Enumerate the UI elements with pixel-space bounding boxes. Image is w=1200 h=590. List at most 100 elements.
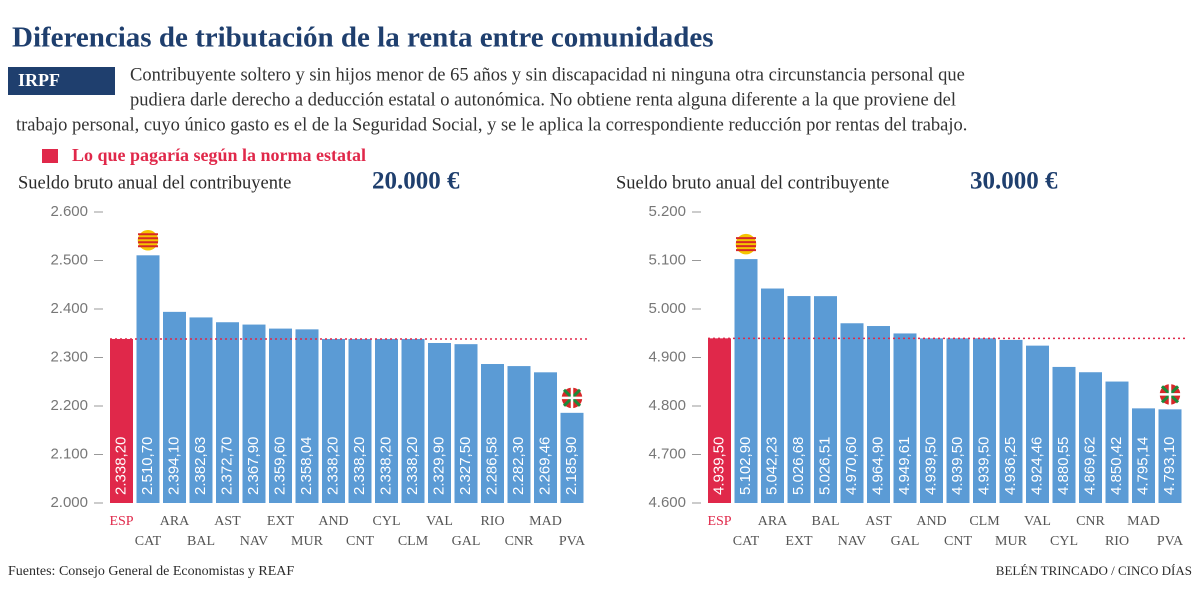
x-tick-label: ARA	[160, 514, 190, 529]
x-tick-label: EXT	[785, 534, 813, 549]
y-tick-label: 4.900	[648, 348, 686, 365]
bar	[481, 364, 504, 503]
bar	[269, 328, 292, 503]
bar	[946, 338, 970, 503]
x-tick-label: PVA	[559, 534, 586, 549]
x-tick-label: CLM	[398, 534, 429, 549]
bar	[1026, 345, 1049, 503]
bar	[734, 259, 758, 503]
x-tick-label: CYL	[1050, 534, 1078, 549]
y-tick-label: 4.600	[648, 494, 686, 511]
y-tick-label: 4.800	[648, 397, 686, 414]
bar	[814, 296, 837, 503]
value-label: 5.026,68	[790, 437, 807, 495]
bar	[893, 333, 917, 503]
value-label: 2.510,70	[139, 437, 156, 495]
value-label: 4.795,14	[1134, 437, 1151, 495]
salary: 20.000 €	[372, 168, 460, 195]
bar	[322, 338, 345, 503]
bar	[560, 412, 584, 503]
bar	[840, 323, 864, 503]
value-label: 2.382,63	[192, 437, 209, 495]
value-label: 2.286,58	[483, 437, 500, 495]
value-label: 5.026,51	[816, 437, 833, 495]
bar	[189, 317, 213, 503]
bar	[708, 338, 731, 503]
value-label: 4.939,50	[949, 437, 966, 495]
bar	[1052, 366, 1076, 503]
x-tick-label: ESP	[707, 514, 731, 529]
bar	[428, 342, 451, 503]
bar	[1079, 372, 1102, 503]
value-label: 2.367,90	[245, 437, 262, 495]
x-tick-label: NAV	[838, 534, 867, 549]
value-label: 5.102,90	[737, 437, 754, 495]
x-tick-label: CAT	[733, 534, 760, 549]
x-tick-label: CNR	[505, 534, 534, 549]
value-label: 4.793,10	[1161, 437, 1178, 495]
x-tick-label: EXT	[267, 514, 295, 529]
value-label: 4.850,42	[1108, 437, 1125, 495]
bar	[375, 338, 398, 503]
x-tick-label: BAL	[812, 514, 840, 529]
value-label: 4.936,25	[1002, 437, 1019, 495]
value-label: 5.042,23	[763, 437, 780, 495]
x-tick-label: ARA	[758, 514, 788, 529]
legend-swatch	[42, 149, 58, 163]
bar	[348, 338, 372, 503]
salary: 30.000 €	[970, 168, 1058, 195]
description-line: Contribuyente soltero y sin hijos menor …	[130, 65, 965, 85]
bar	[454, 344, 478, 503]
value-label: 2.282,30	[510, 437, 527, 495]
value-label: 4.970,60	[843, 437, 860, 495]
value-label: 4.949,61	[896, 437, 913, 495]
x-tick-label: GAL	[891, 534, 920, 549]
x-tick-label: AND	[318, 514, 348, 529]
value-label: 2.359,60	[271, 437, 288, 495]
bar	[110, 338, 133, 503]
value-label: 2.372,70	[218, 437, 235, 495]
description-line: trabajo personal, cuyo único gasto es el…	[16, 115, 967, 135]
value-label: 2.338,20	[112, 437, 129, 495]
x-tick-label: GAL	[452, 534, 481, 549]
bar	[1105, 381, 1129, 503]
subtitle: Sueldo bruto anual del contribuyente	[616, 173, 889, 193]
value-label: 2.329,90	[430, 437, 447, 495]
description-line: pudiera darle derecho a deducción estata…	[130, 90, 956, 110]
bar	[1158, 409, 1182, 503]
legend-label: Lo que pagaría según la norma estatal	[72, 145, 366, 165]
value-label: 4.869,62	[1081, 437, 1098, 495]
value-label: 4.939,50	[975, 437, 992, 495]
x-tick-label: MAD	[529, 514, 562, 529]
bar	[507, 366, 531, 503]
value-label: 4.924,46	[1028, 437, 1045, 495]
bar	[136, 255, 160, 503]
credit: BELÉN TRINCADO / CINCO DÍAS	[996, 563, 1192, 578]
bar	[973, 338, 996, 503]
x-tick-label: MAD	[1127, 514, 1160, 529]
x-tick-label: ESP	[109, 514, 133, 529]
value-label: 4.939,50	[922, 437, 939, 495]
y-tick-label: 5.000	[648, 300, 686, 317]
value-label: 2.327,50	[457, 437, 474, 495]
x-tick-label: CNT	[944, 534, 972, 549]
bar	[920, 338, 943, 503]
x-tick-label: VAL	[426, 514, 453, 529]
x-tick-label: CYL	[373, 514, 401, 529]
x-tick-label: AND	[916, 514, 946, 529]
value-label: 2.338,20	[351, 437, 368, 495]
bar	[787, 296, 811, 503]
bar	[761, 288, 784, 503]
y-tick-label: 2.000	[50, 494, 88, 511]
source: Fuentes: Consejo General de Economistas …	[8, 564, 294, 579]
value-label: 2.185,90	[563, 437, 580, 495]
value-label: 2.358,04	[298, 437, 315, 495]
x-tick-label: RIO	[480, 514, 504, 529]
y-tick-label: 2.500	[50, 251, 88, 268]
x-tick-label: RIO	[1105, 534, 1129, 549]
subtitle: Sueldo bruto anual del contribuyente	[18, 173, 291, 193]
x-tick-label: BAL	[187, 534, 215, 549]
y-tick-label: 5.100	[648, 251, 686, 268]
value-label: 2.394,10	[165, 437, 182, 495]
x-tick-label: CAT	[135, 534, 162, 549]
